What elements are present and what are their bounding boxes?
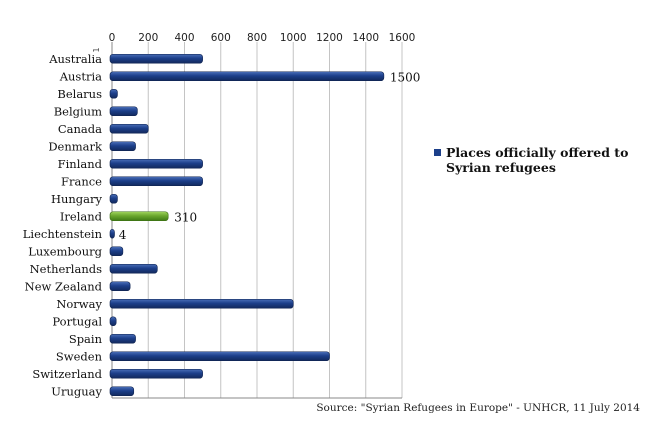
- bar-spain: [109, 333, 136, 344]
- category-label: Denmark: [48, 139, 103, 153]
- bar-layer: [109, 53, 385, 397]
- bar-sweden: [109, 351, 330, 362]
- x-tick-label: 1000: [280, 32, 307, 44]
- category-label: Switzerland: [32, 367, 102, 381]
- x-tick-label: 1200: [316, 32, 343, 44]
- legend-swatch: [434, 149, 441, 156]
- bar-portugal: [109, 316, 117, 327]
- bar-netherlands: [109, 263, 158, 274]
- x-tick-label: 600: [211, 32, 231, 44]
- bar-uruguay: [109, 386, 135, 397]
- axis-layer: 0 200 400 600 800 1000 1200 1400 1600 1: [92, 32, 416, 399]
- category-label: Canada: [58, 122, 102, 136]
- bar-ireland: [109, 211, 169, 222]
- label-layer: Australia Austria Belarus Belgium Canada Denm…: [23, 52, 421, 399]
- bar-liechtenstein: [109, 228, 115, 239]
- bar-belgium: [109, 106, 138, 117]
- data-label: 1500: [390, 70, 421, 84]
- bar-denmark: [109, 141, 136, 152]
- x-tick-label: 400: [174, 32, 194, 44]
- x-tick-label: 0: [109, 32, 116, 44]
- category-label: Norway: [56, 297, 102, 311]
- legend: Places officially offered to Syrian refu…: [434, 145, 634, 175]
- bar-luxembourg: [109, 246, 124, 257]
- category-label: France: [61, 174, 102, 188]
- x-tick-label: 800: [247, 32, 267, 44]
- category-label: Belarus: [57, 87, 102, 101]
- category-label: Spain: [69, 332, 103, 346]
- corner-label: 1: [92, 47, 101, 52]
- category-label: Austria: [59, 69, 102, 83]
- x-tick-label: 1600: [389, 32, 416, 44]
- category-label: Netherlands: [30, 262, 103, 276]
- category-label: Hungary: [51, 192, 103, 206]
- category-label: New Zealand: [25, 279, 103, 293]
- category-label: Liechtenstein: [23, 227, 103, 241]
- category-label: Luxembourg: [28, 244, 102, 258]
- x-tick-label: 200: [138, 32, 158, 44]
- category-label: Australia: [48, 52, 102, 66]
- bar-canada: [109, 123, 149, 134]
- category-label: Finland: [58, 157, 103, 171]
- x-tick-label: 1400: [352, 32, 379, 44]
- category-label: Uruguay: [51, 384, 102, 398]
- bar-switzerland: [109, 368, 203, 379]
- category-label: Ireland: [60, 209, 103, 223]
- category-label: Sweden: [56, 349, 103, 363]
- bar-belarus: [109, 88, 118, 99]
- bar-australia: [109, 53, 203, 64]
- bar-finland: [109, 158, 203, 169]
- bar-austria: [109, 71, 385, 82]
- grid-layer: [111, 42, 403, 398]
- data-label: 310: [174, 210, 197, 224]
- source-note: Source: "Syrian Refugees in Europe" - UN…: [316, 402, 640, 414]
- category-label: Belgium: [54, 104, 102, 118]
- bar-new-zealand: [109, 281, 131, 292]
- bar-hungary: [109, 193, 118, 204]
- category-label: Portugal: [52, 314, 102, 328]
- data-label: 4: [119, 228, 127, 242]
- bar-norway: [109, 298, 294, 309]
- legend-label: Places officially offered to Syrian refu…: [446, 145, 629, 175]
- bar-france: [109, 176, 203, 187]
